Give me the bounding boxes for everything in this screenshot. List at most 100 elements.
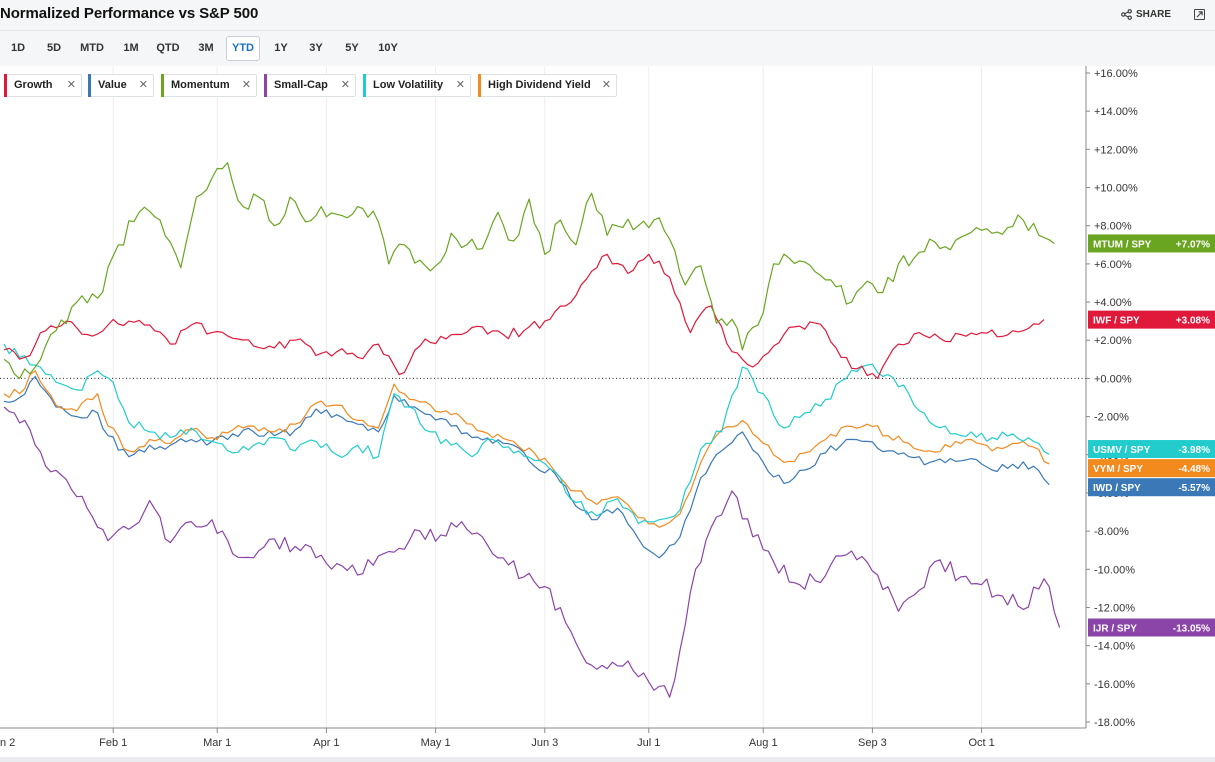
y-tick-label: +8.00% (1094, 221, 1132, 233)
last-value-badges: MTUM / SPY +7.07% IWF / SPY +3.08% USMV / SP… (1088, 234, 1215, 637)
legend-swatch (161, 74, 164, 97)
badge-value: -3.98% (1178, 445, 1210, 456)
y-tick-label: +6.00% (1094, 259, 1132, 271)
range-button-5y[interactable]: 5Y (338, 36, 366, 61)
legend-label-momentum: Momentum (171, 79, 230, 91)
remove-icon[interactable]: ✕ (455, 79, 465, 91)
x-tick-label: Sep 3 (858, 737, 887, 749)
range-button-10y[interactable]: 10Y (372, 36, 404, 61)
legend-item-momentum[interactable]: Momentum ✕ (161, 74, 257, 97)
share-icon (1121, 9, 1132, 20)
y-tick-label: +2.00% (1094, 335, 1132, 347)
y-tick-label: -12.00% (1094, 602, 1135, 614)
y-tick-label: -2.00% (1094, 412, 1129, 424)
x-axis: n 2 Feb 1 Mar 1 Apr 1 May 1 Jun 3 Jul 1 Aug 1 Se… (0, 727, 1086, 749)
value-badge-highdiv: VYM / SPY -4.48% (1088, 459, 1215, 478)
footer-bar (0, 757, 1215, 762)
badge-bg (1088, 478, 1215, 497)
badge-value: +7.07% (1176, 239, 1210, 250)
range-button-1d[interactable]: 1D (4, 36, 32, 61)
performance-chart[interactable]: +16.00% +14.00% +12.00% +10.00% +8.00% +6.00%… (0, 66, 1215, 757)
badge-ticker: IJR / SPY (1093, 624, 1137, 635)
badge-bg (1088, 440, 1215, 459)
badge-bg (1088, 618, 1215, 637)
series-lines (3, 162, 1061, 698)
legend-label-lowvol: Low Volatility (373, 79, 444, 91)
y-tick-label: +4.00% (1094, 297, 1132, 309)
value-badge-smallcap: IJR / SPY -13.05% (1088, 618, 1215, 637)
x-tick-label: Aug 1 (749, 737, 778, 749)
value-badge-momentum: MTUM / SPY +7.07% (1088, 234, 1215, 253)
range-selector: 1D 5D MTD 1M QTD 3M YTD 1Y 3Y 5Y 10Y (0, 30, 1215, 66)
y-tick-label: +16.00% (1094, 68, 1138, 80)
x-tick-label: May 1 (421, 737, 451, 749)
range-button-3m[interactable]: 3M (192, 36, 220, 61)
range-button-1m[interactable]: 1M (117, 36, 145, 61)
badge-ticker: IWD / SPY (1093, 483, 1141, 494)
y-tick-label: -8.00% (1094, 526, 1129, 538)
range-button-5d[interactable]: 5D (40, 36, 68, 61)
y-tick-label: +0.00% (1094, 373, 1132, 385)
badge-ticker: USMV / SPY (1093, 445, 1151, 456)
legend-label-value: Value (98, 79, 127, 91)
range-button-1y[interactable]: 1Y (267, 36, 295, 61)
series-line-lowvol[interactable] (3, 343, 1050, 525)
remove-icon[interactable]: ✕ (601, 79, 611, 91)
badge-value: -4.48% (1178, 464, 1210, 475)
x-tick-label: n 2 (0, 737, 15, 749)
share-button[interactable]: SHARE (1121, 9, 1171, 20)
chart-header: Normalized Performance vs S&P 500 SHARE (0, 0, 1215, 30)
legend-label-smallcap: Small-Cap (274, 79, 328, 91)
legend-item-highdiv[interactable]: High Dividend Yield ✕ (478, 74, 617, 97)
legend-label-highdiv: High Dividend Yield (488, 79, 591, 91)
y-tick-label: -18.00% (1094, 717, 1135, 729)
remove-icon[interactable]: ✕ (138, 79, 148, 91)
range-button-3y[interactable]: 3Y (302, 36, 330, 61)
legend-item-lowvol[interactable]: Low Volatility ✕ (363, 74, 471, 97)
range-button-ytd[interactable]: YTD (226, 36, 260, 61)
expand-button[interactable] (1194, 9, 1205, 20)
x-tick-label: Jun 3 (531, 737, 558, 749)
x-tick-label: Apr 1 (313, 737, 339, 749)
series-line-momentum[interactable] (3, 162, 1055, 379)
legend-label-growth: Growth (14, 79, 53, 91)
range-button-mtd[interactable]: MTD (75, 36, 109, 61)
remove-icon[interactable]: ✕ (66, 79, 76, 91)
series-line-smallcap[interactable] (3, 406, 1061, 698)
legend-swatch (478, 74, 481, 97)
remove-icon[interactable]: ✕ (340, 79, 350, 91)
y-tick-label: +12.00% (1094, 144, 1138, 156)
badge-bg (1088, 459, 1215, 478)
legend-swatch (88, 74, 91, 97)
y-tick-label: -14.00% (1094, 641, 1135, 653)
badge-value: +3.08% (1176, 316, 1210, 327)
remove-icon[interactable]: ✕ (241, 79, 251, 91)
legend-swatch (264, 74, 267, 97)
badge-bg (1088, 234, 1215, 253)
y-tick-label: -16.00% (1094, 679, 1135, 691)
x-tick-label: Feb 1 (99, 737, 127, 749)
badge-bg (1088, 310, 1215, 329)
legend-item-smallcap[interactable]: Small-Cap ✕ (264, 74, 356, 97)
expand-icon (1196, 11, 1203, 18)
badge-ticker: MTUM / SPY (1093, 239, 1152, 250)
series-line-value[interactable] (3, 375, 1050, 559)
x-tick-label: Jul 1 (637, 737, 660, 749)
badge-value: -13.05% (1173, 624, 1210, 635)
badge-value: -5.57% (1178, 483, 1210, 494)
legend-item-growth[interactable]: Growth ✕ (4, 74, 82, 97)
legend-item-value[interactable]: Value ✕ (88, 74, 154, 97)
value-badge-growth: IWF / SPY +3.08% (1088, 310, 1215, 329)
value-badge-value: IWD / SPY -5.57% (1088, 478, 1215, 497)
badge-ticker: VYM / SPY (1093, 464, 1143, 475)
series-line-growth[interactable] (3, 253, 1045, 379)
y-tick-label: +14.00% (1094, 106, 1138, 118)
chart-title: Normalized Performance vs S&P 500 (0, 5, 259, 22)
y-tick-label: +10.00% (1094, 183, 1138, 195)
legend-swatch (4, 74, 7, 97)
y-axis: +16.00% +14.00% +12.00% +10.00% +8.00% +6.00%… (1085, 66, 1138, 729)
range-button-qtd[interactable]: QTD (152, 36, 184, 61)
series-line-highdiv[interactable] (3, 370, 1050, 528)
share-label: SHARE (1135, 9, 1171, 20)
legend-swatch (363, 74, 366, 97)
